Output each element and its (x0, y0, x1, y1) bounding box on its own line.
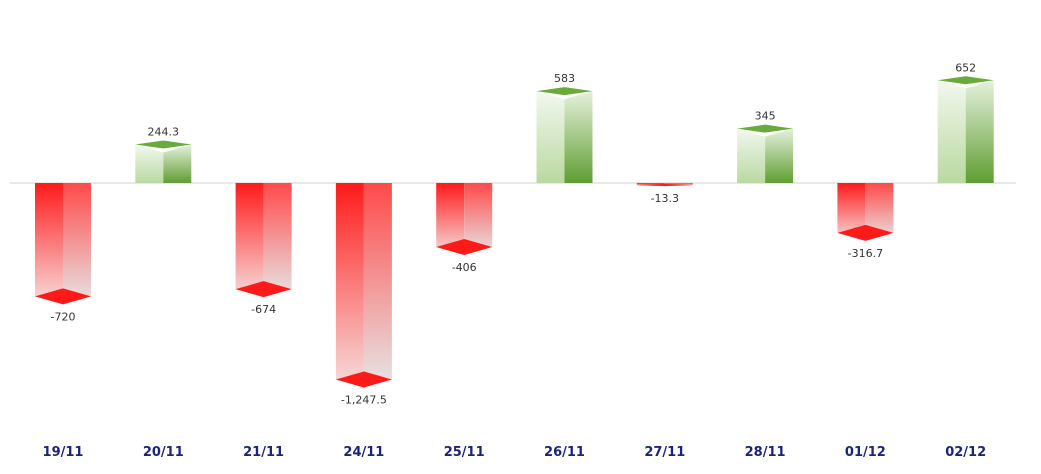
category-label: 20/11 (143, 445, 184, 460)
bars-group (35, 76, 994, 388)
bar (636, 183, 693, 187)
category-labels-group: 19/11 20/11 21/11 24/11 25/11 26/11 27/11 28/11… (43, 445, 987, 460)
bar-top-face (737, 124, 794, 133)
bar-front-face (937, 80, 966, 183)
bar-front-face (235, 183, 264, 298)
bar-side-face (765, 128, 794, 183)
bar-value-label: 652 (955, 61, 976, 74)
category-label: 28/11 (745, 445, 786, 460)
category-label: 24/11 (343, 445, 384, 460)
bar-bottom-face (436, 238, 493, 255)
bar-bottom-face (35, 288, 91, 305)
bar-side-face (63, 183, 91, 305)
bar-side-face (263, 183, 292, 298)
bar-front-face (737, 128, 766, 183)
bar (235, 183, 292, 298)
bar-front-face (135, 144, 164, 183)
bar-side-face (163, 144, 192, 183)
bar-side-face (464, 183, 493, 255)
bar (35, 183, 91, 305)
bar-side-face (965, 80, 994, 183)
category-label: 25/11 (444, 445, 485, 460)
bar (837, 183, 894, 241)
bar-value-label: 583 (554, 72, 575, 85)
bar-front-face (536, 91, 565, 183)
bar-front-face (837, 183, 866, 241)
bar-value-label: -406 (452, 261, 477, 274)
bar-value-label: -720 (51, 310, 76, 323)
bar-value-label: -1,247.5 (341, 393, 387, 406)
category-label: 02/12 (945, 445, 986, 460)
bar-value-label: -674 (251, 303, 276, 316)
bar (335, 183, 392, 388)
bar (937, 76, 994, 183)
bar-bottom-face (335, 371, 392, 388)
bar-front-face (35, 183, 63, 305)
bar-front-face (335, 183, 364, 388)
category-label: 19/11 (43, 445, 84, 460)
bar (436, 183, 493, 255)
bar-value-label: 345 (755, 110, 776, 123)
bar-value-label: -316.7 (848, 247, 883, 260)
category-label: 27/11 (644, 445, 685, 460)
bar-side-face (865, 183, 894, 241)
bar-top-face (135, 140, 192, 149)
bar (135, 140, 192, 183)
bar-side-face (564, 91, 593, 183)
category-label: 26/11 (544, 445, 585, 460)
bar-top-face (937, 76, 994, 85)
bar (737, 124, 794, 183)
category-label: 21/11 (243, 445, 284, 460)
bar (536, 87, 593, 183)
bar-value-label: 244.3 (148, 126, 180, 139)
bar-front-face (436, 183, 465, 255)
bar-bottom-face (837, 224, 894, 241)
category-label: 01/12 (845, 445, 886, 460)
bar-bottom-face (235, 281, 292, 298)
value-labels-group: -720 244.3 -674 -1,247.5 -406 583 -13.3 345 -316… (51, 61, 977, 406)
bar-bottom-face (636, 184, 693, 187)
bar-side-face (363, 183, 392, 388)
bar-top-face (536, 87, 593, 96)
bar-value-label: -13.3 (651, 192, 679, 205)
